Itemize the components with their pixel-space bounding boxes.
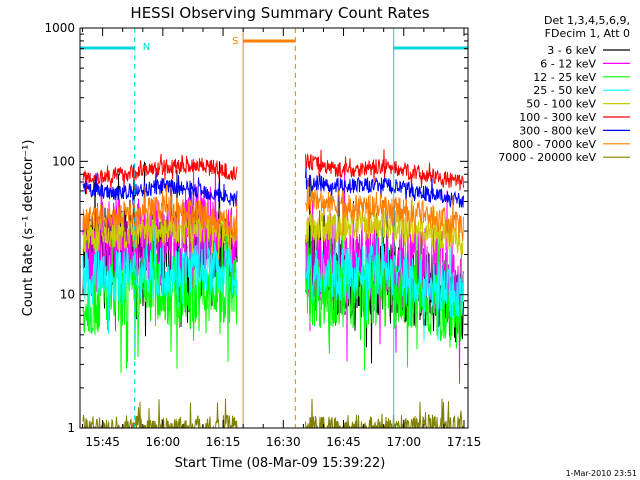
plot-frame <box>79 27 469 429</box>
legend-label: 12 - 25 keV <box>533 71 596 84</box>
y-tick-label: 1000 <box>44 21 75 35</box>
legend-label: 25 - 50 keV <box>533 84 596 97</box>
plot-area <box>82 149 464 428</box>
footer-date: 1-Mar-2010 23:51 <box>566 469 637 478</box>
x-tick-label: 17:00 <box>386 435 421 449</box>
legend-label: 100 - 300 keV <box>519 111 596 124</box>
legend-label: 3 - 6 keV <box>547 44 596 57</box>
chart-title: HESSI Observing Summary Count Rates <box>130 4 429 22</box>
x-tick-label: 17:15 <box>447 435 482 449</box>
x-tick-label: 16:30 <box>266 435 301 449</box>
y-tick-label: 100 <box>52 154 75 168</box>
x-tick-label: 15:45 <box>85 435 120 449</box>
series-line <box>82 167 464 209</box>
legend-header-1: Det 1,3,4,5,6,9, <box>544 14 630 27</box>
night-label: N <box>143 42 150 53</box>
legend-label: 7000 - 20000 keV <box>498 151 596 164</box>
x-tick-label: 16:15 <box>206 435 241 449</box>
saa-label: S <box>232 36 238 47</box>
x-axis: 15:45 16:00 16:15 16:30 16:45 17:00 17:15 <box>82 28 482 449</box>
series-line <box>82 211 464 342</box>
y-tick-label: 1 <box>67 421 75 435</box>
legend-header-2: FDecim 1, Att 0 <box>545 27 630 40</box>
legend-label: 300 - 800 keV <box>519 124 596 137</box>
legend-label: 800 - 7000 keV <box>512 138 596 151</box>
x-tick-label: 16:45 <box>326 435 361 449</box>
legend-label: 50 - 100 keV <box>526 98 596 111</box>
x-axis-label: Start Time (08-Mar-09 15:39:22) <box>175 456 386 471</box>
legend-label: 6 - 12 keV <box>540 57 596 70</box>
x-tick-label: 16:00 <box>146 435 181 449</box>
series-line <box>82 398 464 428</box>
y-axis-label: Count Rate (s⁻¹ detector⁻¹) <box>21 140 36 317</box>
series-line <box>82 179 464 248</box>
y-tick-label: 10 <box>60 288 75 302</box>
y-axis: 1 10 100 1000 <box>44 21 468 435</box>
